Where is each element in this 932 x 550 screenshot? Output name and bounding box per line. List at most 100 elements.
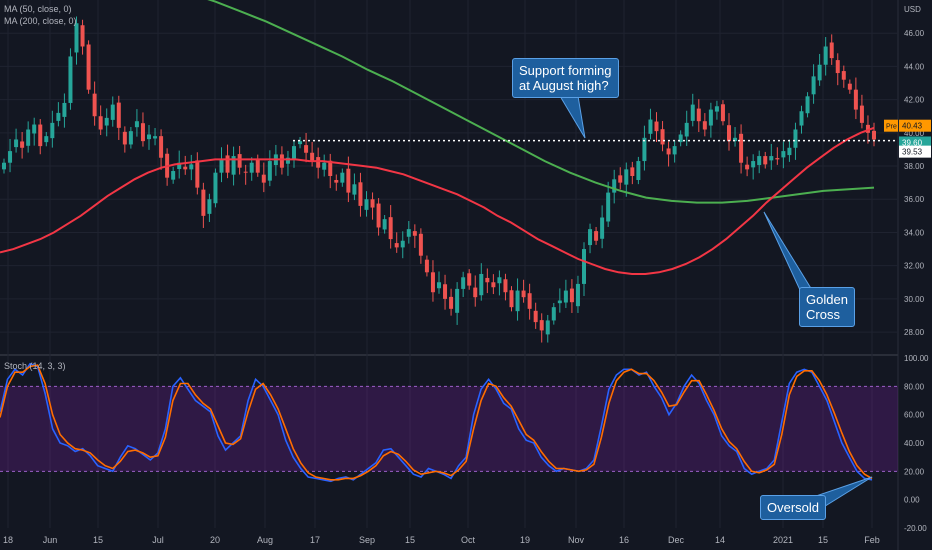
- x-tick-label: 18: [3, 535, 13, 545]
- candle-body: [455, 288, 460, 313]
- candle-body: [467, 273, 472, 286]
- candle-body: [491, 282, 496, 288]
- candle-body: [44, 136, 49, 143]
- candle-body: [255, 158, 260, 173]
- candle-body: [485, 277, 490, 283]
- candle-body: [714, 106, 719, 112]
- x-tick-label: Sep: [359, 535, 375, 545]
- candle-body: [207, 199, 212, 214]
- candle-body: [243, 171, 248, 173]
- candle-body: [261, 174, 266, 183]
- candle-body: [98, 116, 103, 130]
- candle-body: [231, 156, 236, 175]
- candle-body: [406, 229, 411, 237]
- candle-body: [527, 293, 532, 309]
- candle-body: [92, 93, 97, 117]
- candle-body: [763, 156, 768, 165]
- candle-body: [430, 272, 435, 293]
- candle-body: [618, 175, 623, 183]
- candle-body: [769, 156, 774, 161]
- candle-body: [563, 290, 568, 303]
- candle-body: [116, 102, 121, 128]
- candle-body: [648, 119, 653, 134]
- candle-body: [370, 199, 375, 208]
- annotation-oversold: Oversold: [760, 495, 827, 520]
- candle-body: [606, 192, 611, 222]
- candle-body: [382, 219, 387, 230]
- legend-ma200: MA (200, close, 0): [4, 16, 77, 26]
- candle-body: [811, 76, 816, 95]
- candle-body: [376, 203, 381, 228]
- candle-body: [853, 89, 858, 110]
- candle-body: [159, 136, 164, 158]
- candle-body: [569, 288, 574, 303]
- candle-body: [443, 284, 448, 299]
- x-tick-label: Jul: [152, 535, 164, 545]
- candle-body: [412, 231, 417, 236]
- last-price-tag-bg: [899, 136, 931, 149]
- candle-body: [316, 157, 321, 168]
- x-tick-label: Nov: [568, 535, 585, 545]
- candle-body: [781, 151, 786, 158]
- candle-body: [684, 122, 689, 137]
- candle-body: [793, 129, 798, 148]
- candle-body: [388, 217, 393, 240]
- candle-body: [835, 60, 840, 74]
- candle-body: [799, 111, 804, 126]
- candle-body: [8, 151, 13, 163]
- pre-label-bg: [884, 119, 898, 132]
- candle-body: [424, 259, 429, 273]
- golden-cross-pointer: [763, 211, 813, 291]
- candle-body: [62, 102, 67, 117]
- candle-body: [352, 184, 357, 195]
- candle-body: [690, 104, 695, 121]
- price-tick-label: 38.00: [904, 162, 925, 171]
- candle-body: [267, 161, 272, 181]
- candle-body: [128, 131, 133, 145]
- stoch-panel: [0, 362, 873, 483]
- candle-body: [696, 108, 701, 122]
- pre-price-tag: 40.43: [902, 122, 923, 131]
- candle-body: [841, 71, 846, 80]
- candle-body: [147, 134, 151, 140]
- price-tick-label: 40.00: [904, 129, 925, 138]
- candle-body: [26, 129, 31, 146]
- candle-body: [310, 152, 315, 162]
- candle-body: [630, 167, 635, 176]
- support-price-tag-bg: [899, 145, 931, 158]
- candle-body: [189, 164, 194, 170]
- candle-body: [304, 145, 309, 153]
- candle-body: [654, 121, 659, 132]
- pre-label: Pre: [886, 124, 897, 131]
- candle-body: [38, 124, 43, 147]
- candle-body: [153, 136, 158, 139]
- candle-body: [201, 189, 206, 216]
- candle-body: [177, 162, 182, 170]
- candle-body: [292, 146, 296, 160]
- price-tick-label: 30.00: [904, 295, 925, 304]
- candle-body: [503, 279, 508, 293]
- candle-body: [612, 179, 617, 193]
- price-tick-label: 42.00: [904, 96, 925, 105]
- candle-body: [340, 172, 345, 183]
- candle-body: [509, 290, 514, 308]
- candle-body: [823, 46, 828, 65]
- candle-body: [110, 104, 115, 120]
- x-tick-label: 17: [310, 535, 320, 545]
- candle-body: [775, 158, 780, 160]
- stoch-tick-label: 60.00: [904, 411, 925, 420]
- stoch-tick-label: 100.00: [904, 354, 929, 363]
- candle-body: [20, 141, 25, 148]
- candle-body: [666, 148, 671, 155]
- legend-stoch: Stoch (14, 3, 3): [4, 361, 66, 371]
- stoch-band: [0, 386, 898, 472]
- support-pointer: [559, 95, 586, 139]
- candle-body: [575, 283, 580, 307]
- x-tick-label: Oct: [461, 535, 476, 545]
- annotation-support: Support forming at August high?: [512, 58, 619, 98]
- candle-body: [720, 104, 725, 122]
- x-tick-label: 15: [93, 535, 103, 545]
- candle-body: [400, 240, 405, 248]
- candle-body: [702, 121, 707, 130]
- price-candles: [2, 16, 876, 343]
